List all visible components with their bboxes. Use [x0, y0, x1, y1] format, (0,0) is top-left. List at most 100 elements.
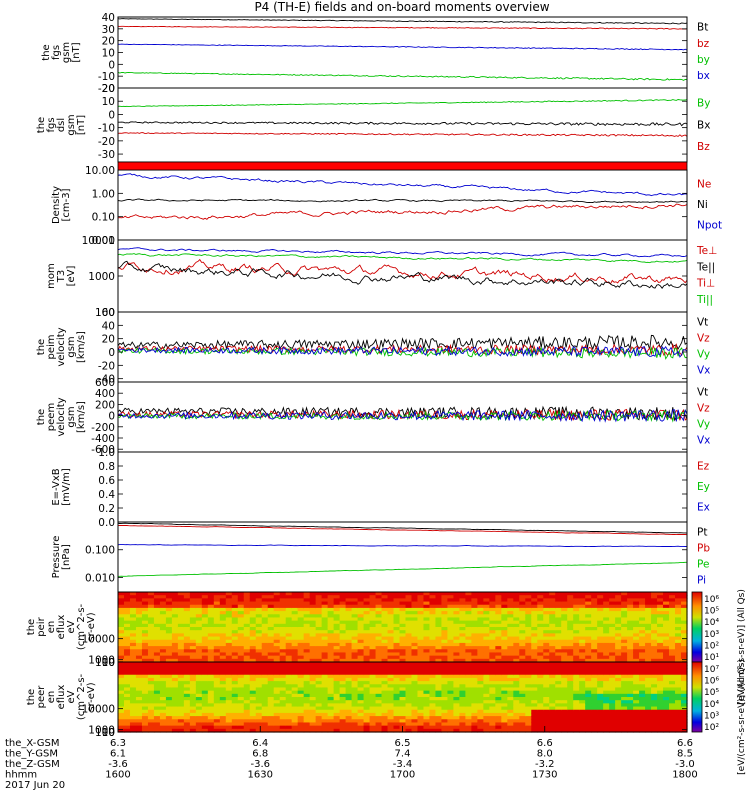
spectrogram-cell — [621, 592, 628, 596]
legend-label: Ey — [697, 481, 710, 493]
y-tick-label: -20 — [98, 83, 115, 95]
spectrogram-cell — [567, 630, 574, 634]
spectrogram-cell — [669, 671, 676, 676]
spectrogram-cell — [291, 716, 299, 720]
spectrogram-cell — [207, 642, 215, 647]
spectrogram-cell — [291, 728, 299, 733]
spectrogram-cell — [141, 687, 149, 692]
spectrogram-cell — [321, 601, 329, 606]
spectrogram-cell — [333, 639, 341, 644]
spectrogram-cell — [627, 658, 634, 663]
spectrogram-cell — [357, 703, 365, 708]
spectrogram-cell — [279, 681, 287, 685]
spectrogram-cell — [591, 703, 598, 708]
spectrogram-cell — [663, 642, 670, 647]
spectrogram-cell — [627, 604, 634, 609]
spectrogram-cell — [429, 620, 437, 625]
spectrogram-cell — [219, 671, 227, 676]
spectrogram-cell — [213, 611, 221, 615]
spectrogram-cell — [549, 722, 556, 727]
spectrogram-cell — [411, 716, 419, 720]
spectrogram-cell — [417, 592, 425, 596]
spectrogram-cell — [243, 627, 251, 631]
spectrogram-cell — [555, 716, 562, 720]
spectrogram-cell — [597, 690, 604, 695]
spectrogram-cell — [315, 614, 323, 619]
spectrogram-cell — [345, 620, 353, 625]
spectrogram-cell — [207, 687, 215, 692]
spectrogram-cell — [423, 604, 431, 609]
spectrogram-cell — [147, 652, 155, 657]
spectrogram-cell — [459, 709, 466, 714]
spectrogram-cell — [561, 674, 568, 679]
spectrogram-cell — [351, 642, 359, 647]
spectrogram-cell — [435, 652, 443, 657]
spectrogram-cell — [171, 655, 179, 660]
y-tick-label: 30 — [102, 24, 115, 36]
spectrogram-cell — [315, 611, 323, 615]
spectrogram-cell — [165, 662, 173, 666]
spectrogram-cell — [327, 642, 335, 647]
spectrogram-cell — [171, 693, 179, 698]
spectrogram-cell — [195, 706, 203, 711]
spectrogram-cell — [435, 630, 443, 634]
spectrogram-cell — [651, 725, 658, 730]
colorbar — [691, 661, 703, 733]
spectrogram-cell — [633, 646, 640, 650]
spectrogram-cell — [525, 592, 532, 596]
spectrogram-cell — [207, 620, 215, 625]
spectrogram-cell — [219, 690, 227, 695]
spectrogram-cell — [645, 671, 652, 676]
spectrogram-cell — [501, 728, 508, 733]
spectrogram-cell — [609, 604, 616, 609]
spectrogram-cell — [543, 725, 550, 730]
spectrogram-cell — [639, 674, 646, 679]
spectrogram-cell — [453, 697, 460, 701]
spectrogram-cell — [627, 677, 634, 682]
spectrogram-cell — [645, 716, 652, 720]
spectrogram-cell — [609, 655, 616, 660]
spectrogram-cell — [261, 693, 269, 698]
y-axis-label: gsm — [61, 42, 72, 63]
spectrogram-cell — [165, 655, 173, 660]
spectrogram-cell — [633, 684, 640, 689]
spectrogram-cell — [261, 649, 269, 654]
spectrogram-cell — [459, 716, 466, 720]
spectrogram-cell — [123, 668, 131, 673]
series-line-Vt — [117, 405, 688, 422]
y-tick-label: 1000 — [88, 655, 115, 667]
spectrogram-cell — [405, 700, 413, 704]
spectrogram-cell — [135, 611, 143, 615]
spectrogram-cell — [387, 598, 395, 603]
spectrogram-cell — [465, 719, 472, 724]
spectrogram-cell — [387, 722, 395, 727]
spectrogram-cell — [339, 627, 347, 631]
spectrogram-cell — [441, 719, 449, 724]
spectrogram-cell — [597, 693, 604, 698]
spectrogram-cell — [417, 639, 425, 644]
spectrogram-cell — [507, 681, 514, 685]
spectrogram-cell — [327, 652, 335, 657]
spectrogram-cell — [237, 728, 245, 733]
spectrogram-cell — [531, 716, 538, 720]
spectrogram-cell — [123, 662, 131, 666]
spectrogram-cell — [639, 671, 646, 676]
spectrogram-cell — [279, 652, 287, 657]
spectrogram-cell — [279, 595, 287, 599]
spectrogram-cell — [651, 620, 658, 625]
spectrogram-cell — [387, 630, 395, 634]
spectrogram-cell — [675, 646, 682, 650]
spectrogram-cell — [621, 627, 628, 631]
spectrogram-cell — [207, 674, 215, 679]
spectrogram-cell — [663, 592, 670, 596]
y-axis-label: the — [36, 117, 47, 133]
spectrogram-cell — [237, 671, 245, 676]
spectrogram-cell — [177, 592, 185, 596]
spectrogram-cell — [435, 684, 443, 689]
spectrogram-cell — [585, 728, 592, 733]
spectrogram-cell — [129, 627, 137, 631]
spectrogram-cell — [351, 658, 359, 663]
spectrogram-cell — [147, 712, 155, 717]
spectrogram-cell — [519, 649, 526, 654]
spectrogram-cell — [429, 671, 437, 676]
